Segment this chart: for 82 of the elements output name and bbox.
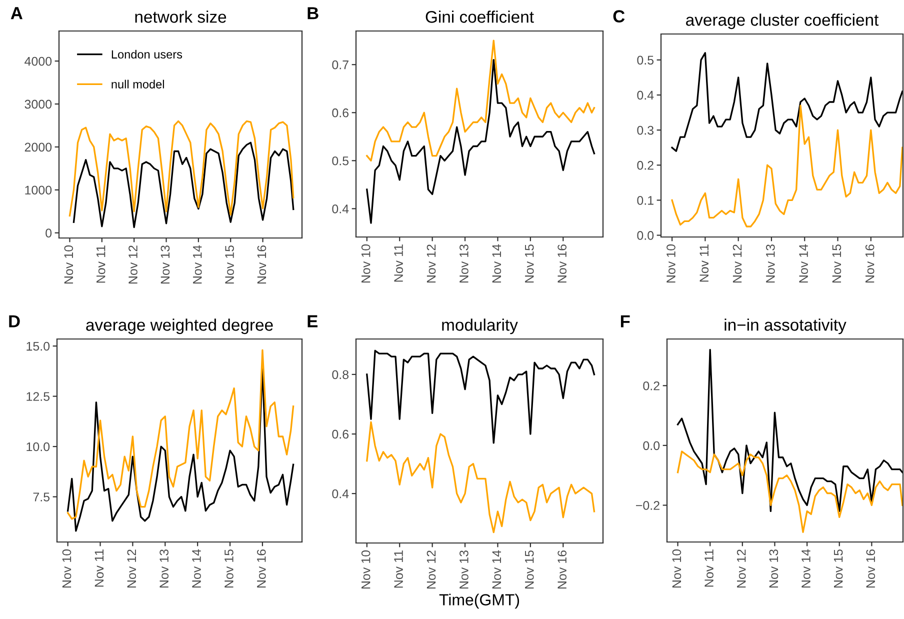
y-tick-label: 0.4 [637, 90, 654, 100]
x-tick-label: Nov 14 [492, 244, 502, 283]
y-tick-label: 0 [46, 228, 52, 238]
x-tick-label: Nov 11 [700, 244, 709, 282]
y-tick-label: 0.6 [332, 108, 349, 118]
x-tick-label: Nov 15 [525, 550, 534, 589]
x-tick-label: Nov 12 [732, 244, 742, 283]
x-tick-label: Nov 13 [766, 244, 775, 283]
x-tick-label: Nov 12 [426, 244, 436, 283]
x-tick-label: Nov 13 [160, 245, 170, 284]
chart-title: in−in assotativity [724, 318, 846, 334]
x-tick-label: Nov 11 [394, 244, 403, 282]
x-tick-label: Nov 16 [558, 244, 566, 283]
x-tick-label: Nov 15 [525, 244, 534, 283]
x-tick-label: Nov 10 [672, 549, 682, 588]
y-tick-label: 0.0 [637, 231, 654, 240]
y-tick-label: 7.5 [33, 492, 50, 502]
y-tick-label: 1000 [25, 186, 52, 195]
x-tick-label: Nov 10 [64, 245, 74, 284]
x-tick-label: Nov 11 [394, 550, 403, 588]
x-tick-label: Nov 12 [736, 550, 746, 588]
x-tick-label: Nov 14 [799, 244, 808, 283]
x-tick-label: Nov 11 [96, 246, 106, 283]
x-tick-label: Nov 10 [666, 244, 676, 283]
chart-title: modularity [442, 318, 518, 334]
y-tick-label: 0.1 [637, 196, 654, 205]
x-tick-label: Nov 16 [257, 245, 266, 284]
y-tick-label: 2000 [24, 142, 52, 152]
x-tick-label: Nov 11 [704, 550, 714, 587]
y-tick-label: 0.8 [332, 370, 349, 380]
y-tick-label: 0.5 [332, 156, 349, 166]
y-tick-label: 0.5 [637, 56, 654, 65]
x-tick-label: Nov 13 [460, 550, 468, 589]
chart-title: average weighted degree [86, 318, 273, 334]
x-tick-label: Nov 12 [127, 550, 136, 588]
text: D [9, 315, 20, 328]
x-tick-label: Nov 15 [832, 244, 842, 283]
y-tick-label: 4000 [24, 56, 52, 66]
legend-label: London users [112, 50, 182, 59]
text: A [10, 7, 22, 20]
x-tick-label: Nov 16 [558, 550, 566, 589]
text: F [620, 315, 630, 328]
x-tick-label: Nov 13 [460, 244, 468, 283]
x-tick-label: Nov 11 [94, 550, 104, 587]
y-tick-label: 0.7 [332, 60, 348, 70]
x-tick-label: Nov 16 [256, 549, 266, 588]
x-tick-label: Nov 13 [160, 549, 168, 588]
chart-title: Gini coefficient [426, 10, 534, 23]
x-tick-label: Nov 16 [866, 549, 876, 588]
text: C [613, 10, 625, 22]
x-tick-label: Nov 12 [128, 246, 138, 284]
y-tick-label: 15.0 [26, 342, 50, 351]
y-tick-label: 0.4 [332, 489, 349, 498]
y-tick-label: 10.0 [26, 442, 50, 452]
x-tick-label: Nov 12 [426, 550, 436, 589]
x-tick-label: Nov 13 [769, 549, 778, 588]
chart-title: network size [135, 10, 226, 23]
chart-title: average cluster coefficient [686, 14, 879, 30]
x-tick-label: Nov 16 [865, 244, 874, 283]
x-tick-label: Nov 14 [802, 549, 810, 588]
legend-label: null model [112, 80, 164, 88]
y-tick-label: 0.4 [332, 204, 349, 214]
x-axis-title: Time(GMT) [439, 594, 520, 609]
x-tick-label: Nov 14 [492, 550, 502, 589]
x-tick-label: Nov 10 [361, 244, 370, 283]
y-tick-label: 0.2 [637, 160, 654, 170]
x-tick-label: Nov 15 [224, 549, 234, 588]
x-tick-label: Nov 10 [361, 550, 370, 589]
y-tick-label: 0.2 [643, 381, 660, 390]
y-tick-label: 12.5 [26, 392, 50, 401]
y-tick-label: 0.0 [643, 441, 660, 450]
text: E [308, 315, 318, 328]
x-tick-label: Nov 14 [193, 245, 202, 284]
x-tick-label: Nov 10 [62, 549, 72, 588]
y-tick-label: 3000 [24, 100, 52, 109]
y-tick-label: 0.6 [332, 430, 349, 439]
x-tick-label: Nov 15 [834, 549, 843, 588]
y-tick-label: −0.2 [636, 501, 660, 510]
x-tick-label: Nov 14 [192, 549, 201, 588]
x-tick-label: Nov 15 [225, 245, 234, 284]
text: B [308, 7, 318, 20]
y-tick-label: 0.3 [637, 126, 654, 135]
